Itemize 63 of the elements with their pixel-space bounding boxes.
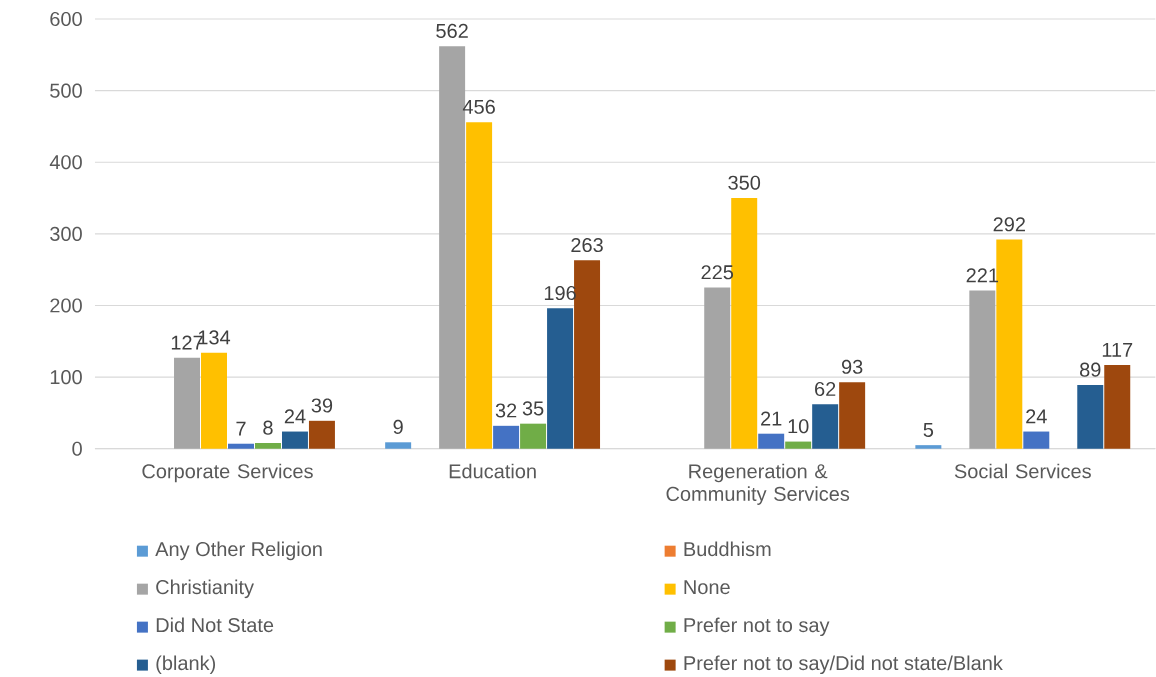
legend-label: Prefer not to say/Did not state/Blank xyxy=(684,655,1003,675)
data-label: 350 xyxy=(728,175,761,190)
legend-label: Buddhism xyxy=(684,541,771,557)
data-label: 9 xyxy=(393,420,403,435)
data-label: 39 xyxy=(311,398,333,413)
data-label: 24 xyxy=(284,409,306,424)
bar xyxy=(385,442,412,449)
bar xyxy=(785,441,812,449)
data-label: 8 xyxy=(263,420,273,435)
data-label: 89 xyxy=(1080,362,1101,377)
y-tick-label: 200 xyxy=(50,298,82,313)
data-label: 7 xyxy=(236,421,246,436)
bar xyxy=(520,423,547,449)
x-tick-label: Social Services xyxy=(954,463,1091,479)
bar xyxy=(812,404,839,449)
data-label: 21 xyxy=(761,411,782,426)
bar xyxy=(758,433,785,449)
bar xyxy=(547,308,574,449)
legend-label: Any Other Religion xyxy=(155,541,322,561)
data-label: 93 xyxy=(841,359,863,375)
bar xyxy=(466,122,493,449)
data-label: 562 xyxy=(436,23,468,39)
bar xyxy=(731,198,758,449)
y-tick-label: 600 xyxy=(50,12,82,27)
bar xyxy=(493,426,520,449)
bar xyxy=(839,382,866,449)
data-label: 62 xyxy=(815,382,836,397)
y-tick-label: 100 xyxy=(50,370,82,385)
bar xyxy=(1104,365,1131,449)
data-label: 456 xyxy=(462,99,495,115)
bar xyxy=(201,352,227,449)
data-label: 117 xyxy=(1102,343,1133,357)
y-tick-label: 300 xyxy=(50,226,82,242)
data-label: 24 xyxy=(1026,409,1047,424)
y-tick-label: 400 xyxy=(49,155,82,170)
data-label: 5 xyxy=(923,423,934,438)
bar xyxy=(174,357,201,449)
bar xyxy=(281,431,308,449)
bar xyxy=(228,443,254,449)
bar xyxy=(969,290,996,449)
data-label: 263 xyxy=(571,238,603,253)
y-tick-label: 500 xyxy=(50,83,82,98)
bar xyxy=(254,443,281,449)
bar xyxy=(308,420,335,449)
legend-label: (blank) xyxy=(156,655,216,675)
legend-label: Prefer not to say xyxy=(684,617,830,637)
data-label: 292 xyxy=(993,217,1025,232)
data-label: 10 xyxy=(788,419,809,434)
bar xyxy=(1077,385,1104,449)
legend-label: Christianity xyxy=(156,579,254,599)
bar xyxy=(704,287,731,449)
bar xyxy=(574,260,601,449)
legend-label: Did Not State xyxy=(156,617,274,633)
bar xyxy=(915,445,942,449)
x-tick-label: Education xyxy=(449,463,536,479)
legend-label: None xyxy=(684,580,730,595)
bar xyxy=(996,239,1023,449)
data-label: 32 xyxy=(495,403,517,418)
bar xyxy=(1023,431,1050,449)
x-tick-label: Corporate Services xyxy=(142,463,313,483)
y-tick-label: 0 xyxy=(72,441,82,456)
data-label: 35 xyxy=(522,401,544,416)
x-tick-label: Regeneration & Community Services xyxy=(666,463,850,506)
